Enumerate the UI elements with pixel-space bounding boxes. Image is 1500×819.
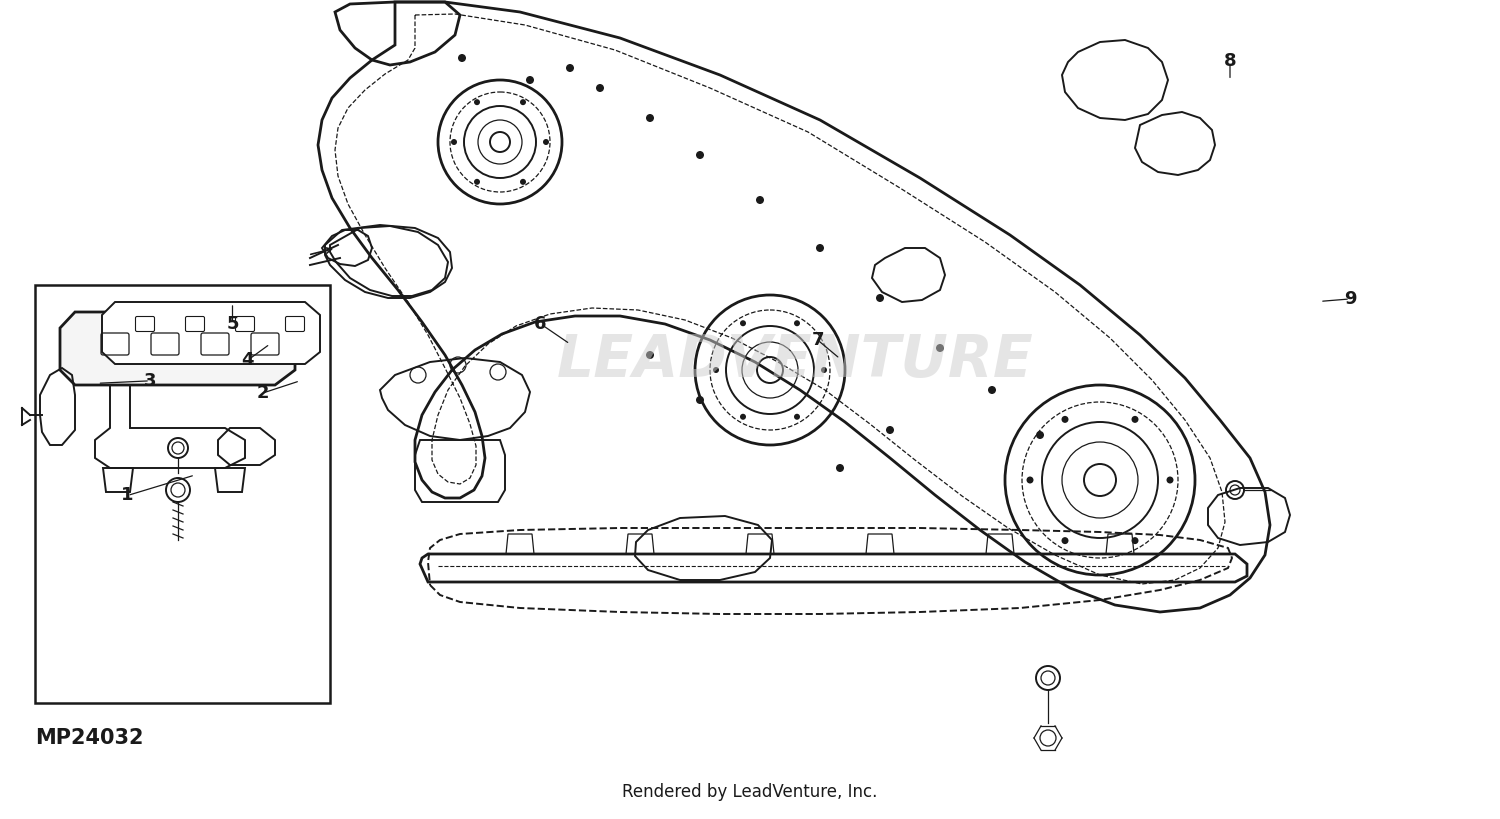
Circle shape (646, 351, 654, 359)
Text: 3: 3 (144, 372, 156, 390)
Circle shape (740, 320, 746, 326)
Circle shape (794, 320, 800, 326)
Circle shape (543, 139, 549, 145)
Text: 9: 9 (1344, 290, 1356, 308)
Circle shape (821, 367, 827, 373)
Circle shape (1167, 477, 1173, 483)
Circle shape (836, 464, 844, 472)
Text: Rendered by LeadVenture, Inc.: Rendered by LeadVenture, Inc. (622, 783, 878, 801)
Text: 4: 4 (242, 351, 254, 369)
Circle shape (566, 64, 574, 72)
Circle shape (452, 139, 458, 145)
Circle shape (520, 99, 526, 105)
Circle shape (886, 426, 894, 434)
Text: MP24032: MP24032 (34, 728, 144, 748)
Circle shape (1131, 416, 1138, 423)
Circle shape (936, 344, 944, 352)
Circle shape (596, 84, 604, 92)
Text: LEADVENTURE: LEADVENTURE (556, 332, 1034, 389)
Polygon shape (102, 302, 320, 364)
Circle shape (756, 196, 764, 204)
Circle shape (520, 179, 526, 185)
Circle shape (794, 414, 800, 420)
Text: 2: 2 (256, 384, 268, 402)
Circle shape (526, 76, 534, 84)
Circle shape (1131, 537, 1138, 544)
Circle shape (1062, 537, 1068, 544)
Circle shape (816, 244, 824, 252)
Circle shape (474, 99, 480, 105)
Circle shape (458, 54, 466, 62)
Text: 6: 6 (534, 314, 546, 333)
Circle shape (1026, 477, 1033, 483)
Text: 5: 5 (226, 314, 238, 333)
Circle shape (988, 386, 996, 394)
Polygon shape (60, 312, 296, 385)
Circle shape (712, 367, 718, 373)
Circle shape (646, 114, 654, 122)
Text: 1: 1 (122, 486, 134, 505)
Circle shape (474, 179, 480, 185)
Text: 7: 7 (812, 331, 824, 349)
Circle shape (696, 151, 703, 159)
Circle shape (876, 294, 884, 302)
Text: 8: 8 (1224, 52, 1236, 70)
Circle shape (696, 396, 703, 404)
Circle shape (740, 414, 746, 420)
Circle shape (1036, 431, 1044, 439)
Circle shape (1062, 416, 1068, 423)
